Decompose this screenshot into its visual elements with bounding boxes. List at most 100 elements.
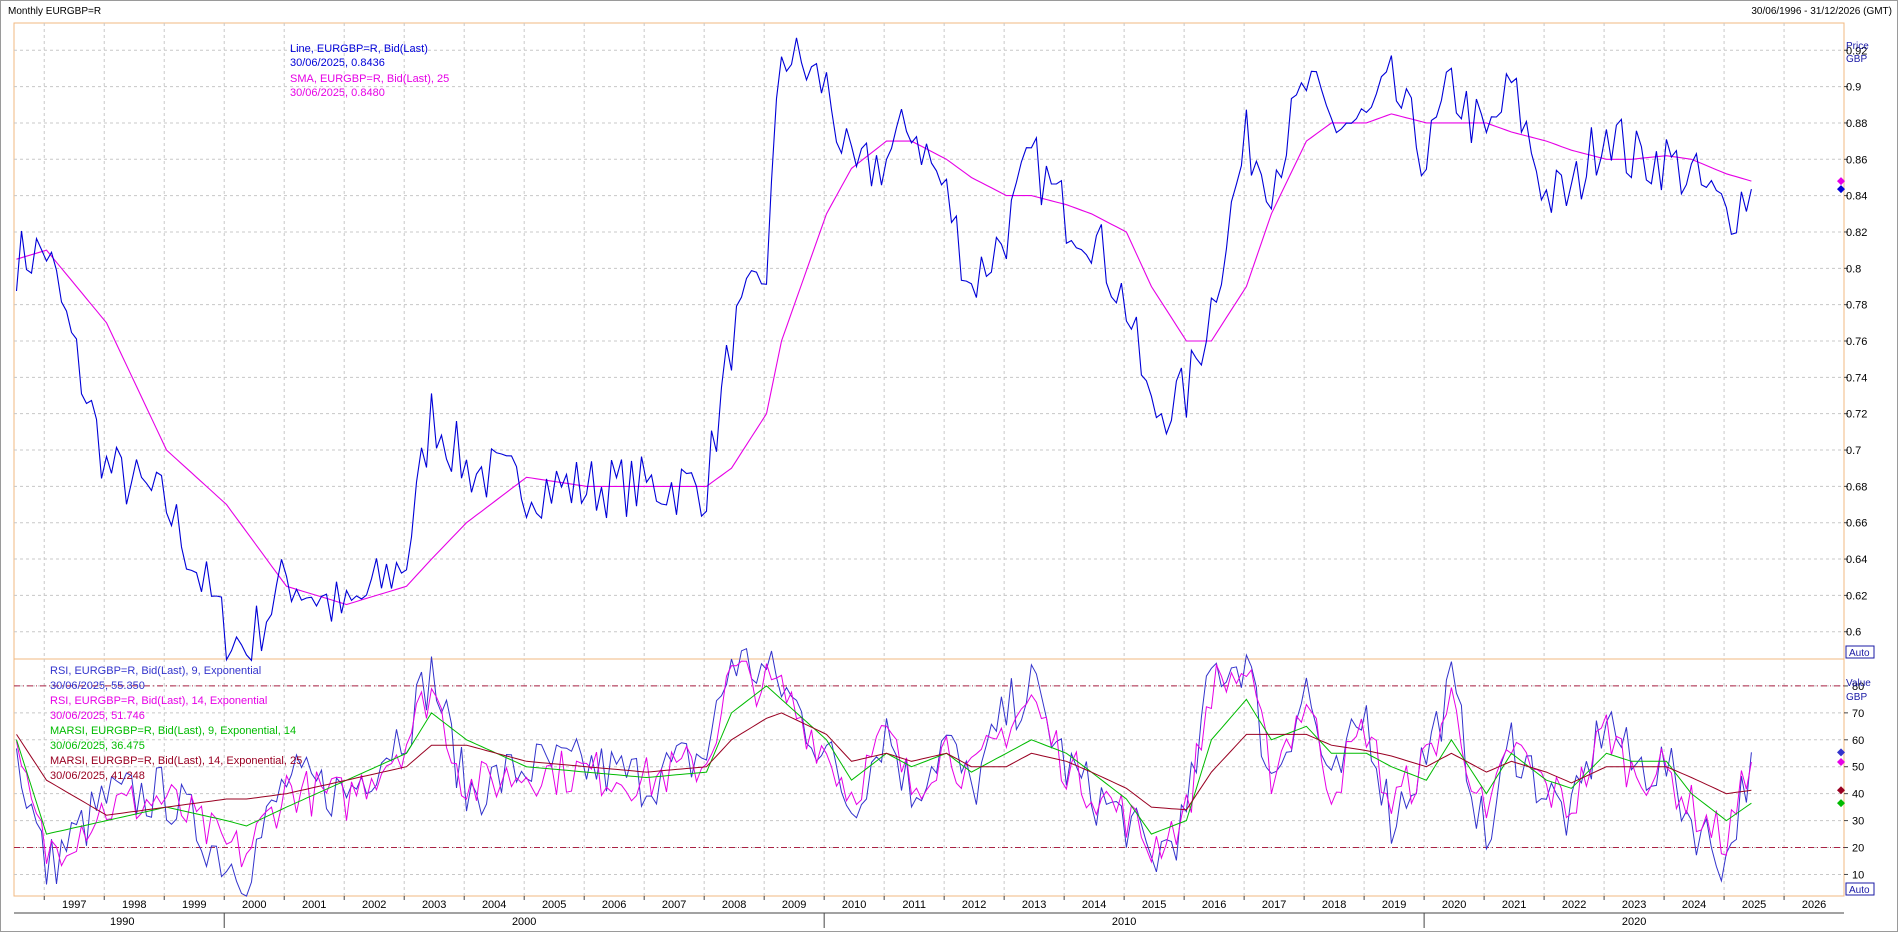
price-axis: 0.6 0.62 0.64 0.66 0.68 0.7 0.72 0.74 0.76 0.78 0.… xyxy=(1844,45,1867,639)
sma-series-line xyxy=(16,113,1752,606)
indicator-legend-label: RSI, EURGBP=R, Bid(Last), 9, Exponential xyxy=(50,665,261,677)
x-tick-label: 2018 xyxy=(1322,899,1346,911)
x-tick-label: 2020 xyxy=(1442,899,1466,911)
price-auto-button[interactable]: Auto xyxy=(1849,648,1870,659)
x-tick-label: 2014 xyxy=(1082,899,1106,911)
rsi9-last-marker xyxy=(1837,748,1845,757)
indicator-auto-button[interactable]: Auto xyxy=(1849,885,1870,896)
indicator-axis-unit: GBP xyxy=(1846,692,1867,703)
x-tick-label: 2007 xyxy=(662,899,686,911)
x-tick-label: 1997 xyxy=(62,899,86,911)
x-tick-label: 1999 xyxy=(182,899,206,911)
indicator-tick-label: 70 xyxy=(1852,708,1864,720)
x-tick-label: 2013 xyxy=(1022,899,1046,911)
price-auto-button-box[interactable] xyxy=(1845,645,1875,659)
x-tick-label: 2000 xyxy=(242,899,266,911)
indicator-pane-frame xyxy=(13,658,1845,897)
price-tick-label: 0.62 xyxy=(1846,590,1867,602)
price-tick-label: 0.6 xyxy=(1846,627,1861,639)
decade-label: 2000 xyxy=(512,916,536,928)
rsi14-series-line xyxy=(16,660,1752,868)
marsi14-series-line xyxy=(16,712,1752,816)
price-tick-label: 0.88 xyxy=(1846,118,1867,130)
x-tick-label: 2011 xyxy=(902,899,926,911)
price-tick-label: 0.74 xyxy=(1846,372,1867,384)
price-legend-label: Line, EURGBP=R, Bid(Last) xyxy=(290,43,428,55)
x-tick-label: 2019 xyxy=(1382,899,1406,911)
x-tick-label: 2016 xyxy=(1202,899,1226,911)
x-tick-label: 2005 xyxy=(542,899,566,911)
x-tick-label: 2022 xyxy=(1562,899,1586,911)
x-tick-label: 2006 xyxy=(602,899,626,911)
indicator-tick-label: 30 xyxy=(1852,816,1864,828)
x-tick-label: 2025 xyxy=(1742,899,1766,911)
price-tick-label: 0.84 xyxy=(1846,191,1867,203)
indicator-legend-label: MARSI, EURGBP=R, Bid(Last), 9, Exponenti… xyxy=(50,725,296,737)
x-tick-label: 2024 xyxy=(1682,899,1706,911)
price-series-line xyxy=(15,37,1752,662)
x-axis: 1997 1998 1999 2000 2001 2002 2003 2004 2005 2006… xyxy=(43,896,1826,928)
price-axis-title: Price xyxy=(1846,41,1869,52)
indicator-legend-value: 30/06/2025, 51.746 xyxy=(50,710,145,722)
indicator-axis-title: Value xyxy=(1846,678,1871,689)
decade-label: 2020 xyxy=(1622,916,1646,928)
sma-last-marker xyxy=(1837,177,1845,186)
rsi-reference-lines xyxy=(14,685,1844,849)
x-tick-label: 2010 xyxy=(842,899,866,911)
indicator-tick-label: 50 xyxy=(1852,762,1864,774)
marsi9-last-marker xyxy=(1837,799,1845,808)
indicator-legend-value: 30/06/2025, 55.350 xyxy=(50,680,145,692)
price-axis-unit: GBP xyxy=(1846,54,1867,65)
indicator-tick-label: 60 xyxy=(1852,735,1864,747)
marsi9-series-line xyxy=(16,685,1752,835)
indicator-legend: RSI, EURGBP=R, Bid(Last), 9, Exponential… xyxy=(50,665,302,782)
last-value-markers xyxy=(1837,177,1845,808)
price-gridlines xyxy=(14,49,1844,633)
price-legend-value: 30/06/2025, 0.8436 xyxy=(290,57,385,69)
indicator-axis: 10 20 30 40 50 60 70 80 xyxy=(1844,681,1864,881)
price-legend-value: 30/06/2025, 0.8480 xyxy=(290,87,385,99)
price-tick-label: 0.68 xyxy=(1846,481,1867,493)
price-legend-label: SMA, EURGBP=R, Bid(Last), 25 xyxy=(290,73,449,85)
price-tick-label: 0.76 xyxy=(1846,336,1867,348)
decade-label: 2010 xyxy=(1112,916,1136,928)
x-tick-label: 2009 xyxy=(782,899,806,911)
rsi14-last-marker xyxy=(1837,758,1845,767)
indicator-legend-value: 30/06/2025, 36.475 xyxy=(50,740,145,752)
price-tick-label: 0.78 xyxy=(1846,300,1867,312)
decade-label: 1990 xyxy=(110,916,134,928)
marsi14-last-marker xyxy=(1837,786,1845,795)
x-tick-label: 2026 xyxy=(1802,899,1826,911)
price-last-marker xyxy=(1837,185,1845,194)
x-tick-label: 1998 xyxy=(122,899,146,911)
indicator-tick-label: 40 xyxy=(1852,789,1864,801)
price-legend: Line, EURGBP=R, Bid(Last) 30/06/2025, 0.8… xyxy=(290,43,449,99)
x-tick-label: 2003 xyxy=(422,899,446,911)
x-tick-label: 2015 xyxy=(1142,899,1166,911)
x-tick-label: 2012 xyxy=(962,899,986,911)
x-tick-label: 2023 xyxy=(1622,899,1646,911)
price-tick-label: 0.7 xyxy=(1846,445,1861,457)
x-tick-label: 2002 xyxy=(362,899,386,911)
price-tick-label: 0.8 xyxy=(1846,263,1861,275)
price-tick-label: 0.64 xyxy=(1846,554,1867,566)
price-tick-label: 0.72 xyxy=(1846,409,1867,421)
price-tick-label: 0.66 xyxy=(1846,518,1867,530)
rsi9-series-line xyxy=(16,647,1752,897)
indicator-tick-label: 80 xyxy=(1852,681,1864,693)
indicator-legend-value: 30/06/2025, 41.248 xyxy=(50,770,145,782)
price-tick-label: 0.92 xyxy=(1846,45,1867,57)
date-range: 30/06/1996 - 31/12/2026 (GMT) xyxy=(1751,6,1892,17)
indicator-tick-label: 20 xyxy=(1852,843,1864,855)
price-tick-label: 0.82 xyxy=(1846,227,1867,239)
price-tick-label: 0.9 xyxy=(1846,82,1861,94)
indicator-legend-label: RSI, EURGBP=R, Bid(Last), 14, Exponentia… xyxy=(50,695,267,707)
window-title: Monthly EURGBP=R xyxy=(8,6,101,17)
x-tick-label: 2017 xyxy=(1262,899,1286,911)
x-tick-label: 2004 xyxy=(482,899,506,911)
x-tick-label: 2008 xyxy=(722,899,746,911)
indicator-auto-button-box[interactable] xyxy=(1845,882,1875,896)
x-tick-label: 2021 xyxy=(1502,899,1526,911)
